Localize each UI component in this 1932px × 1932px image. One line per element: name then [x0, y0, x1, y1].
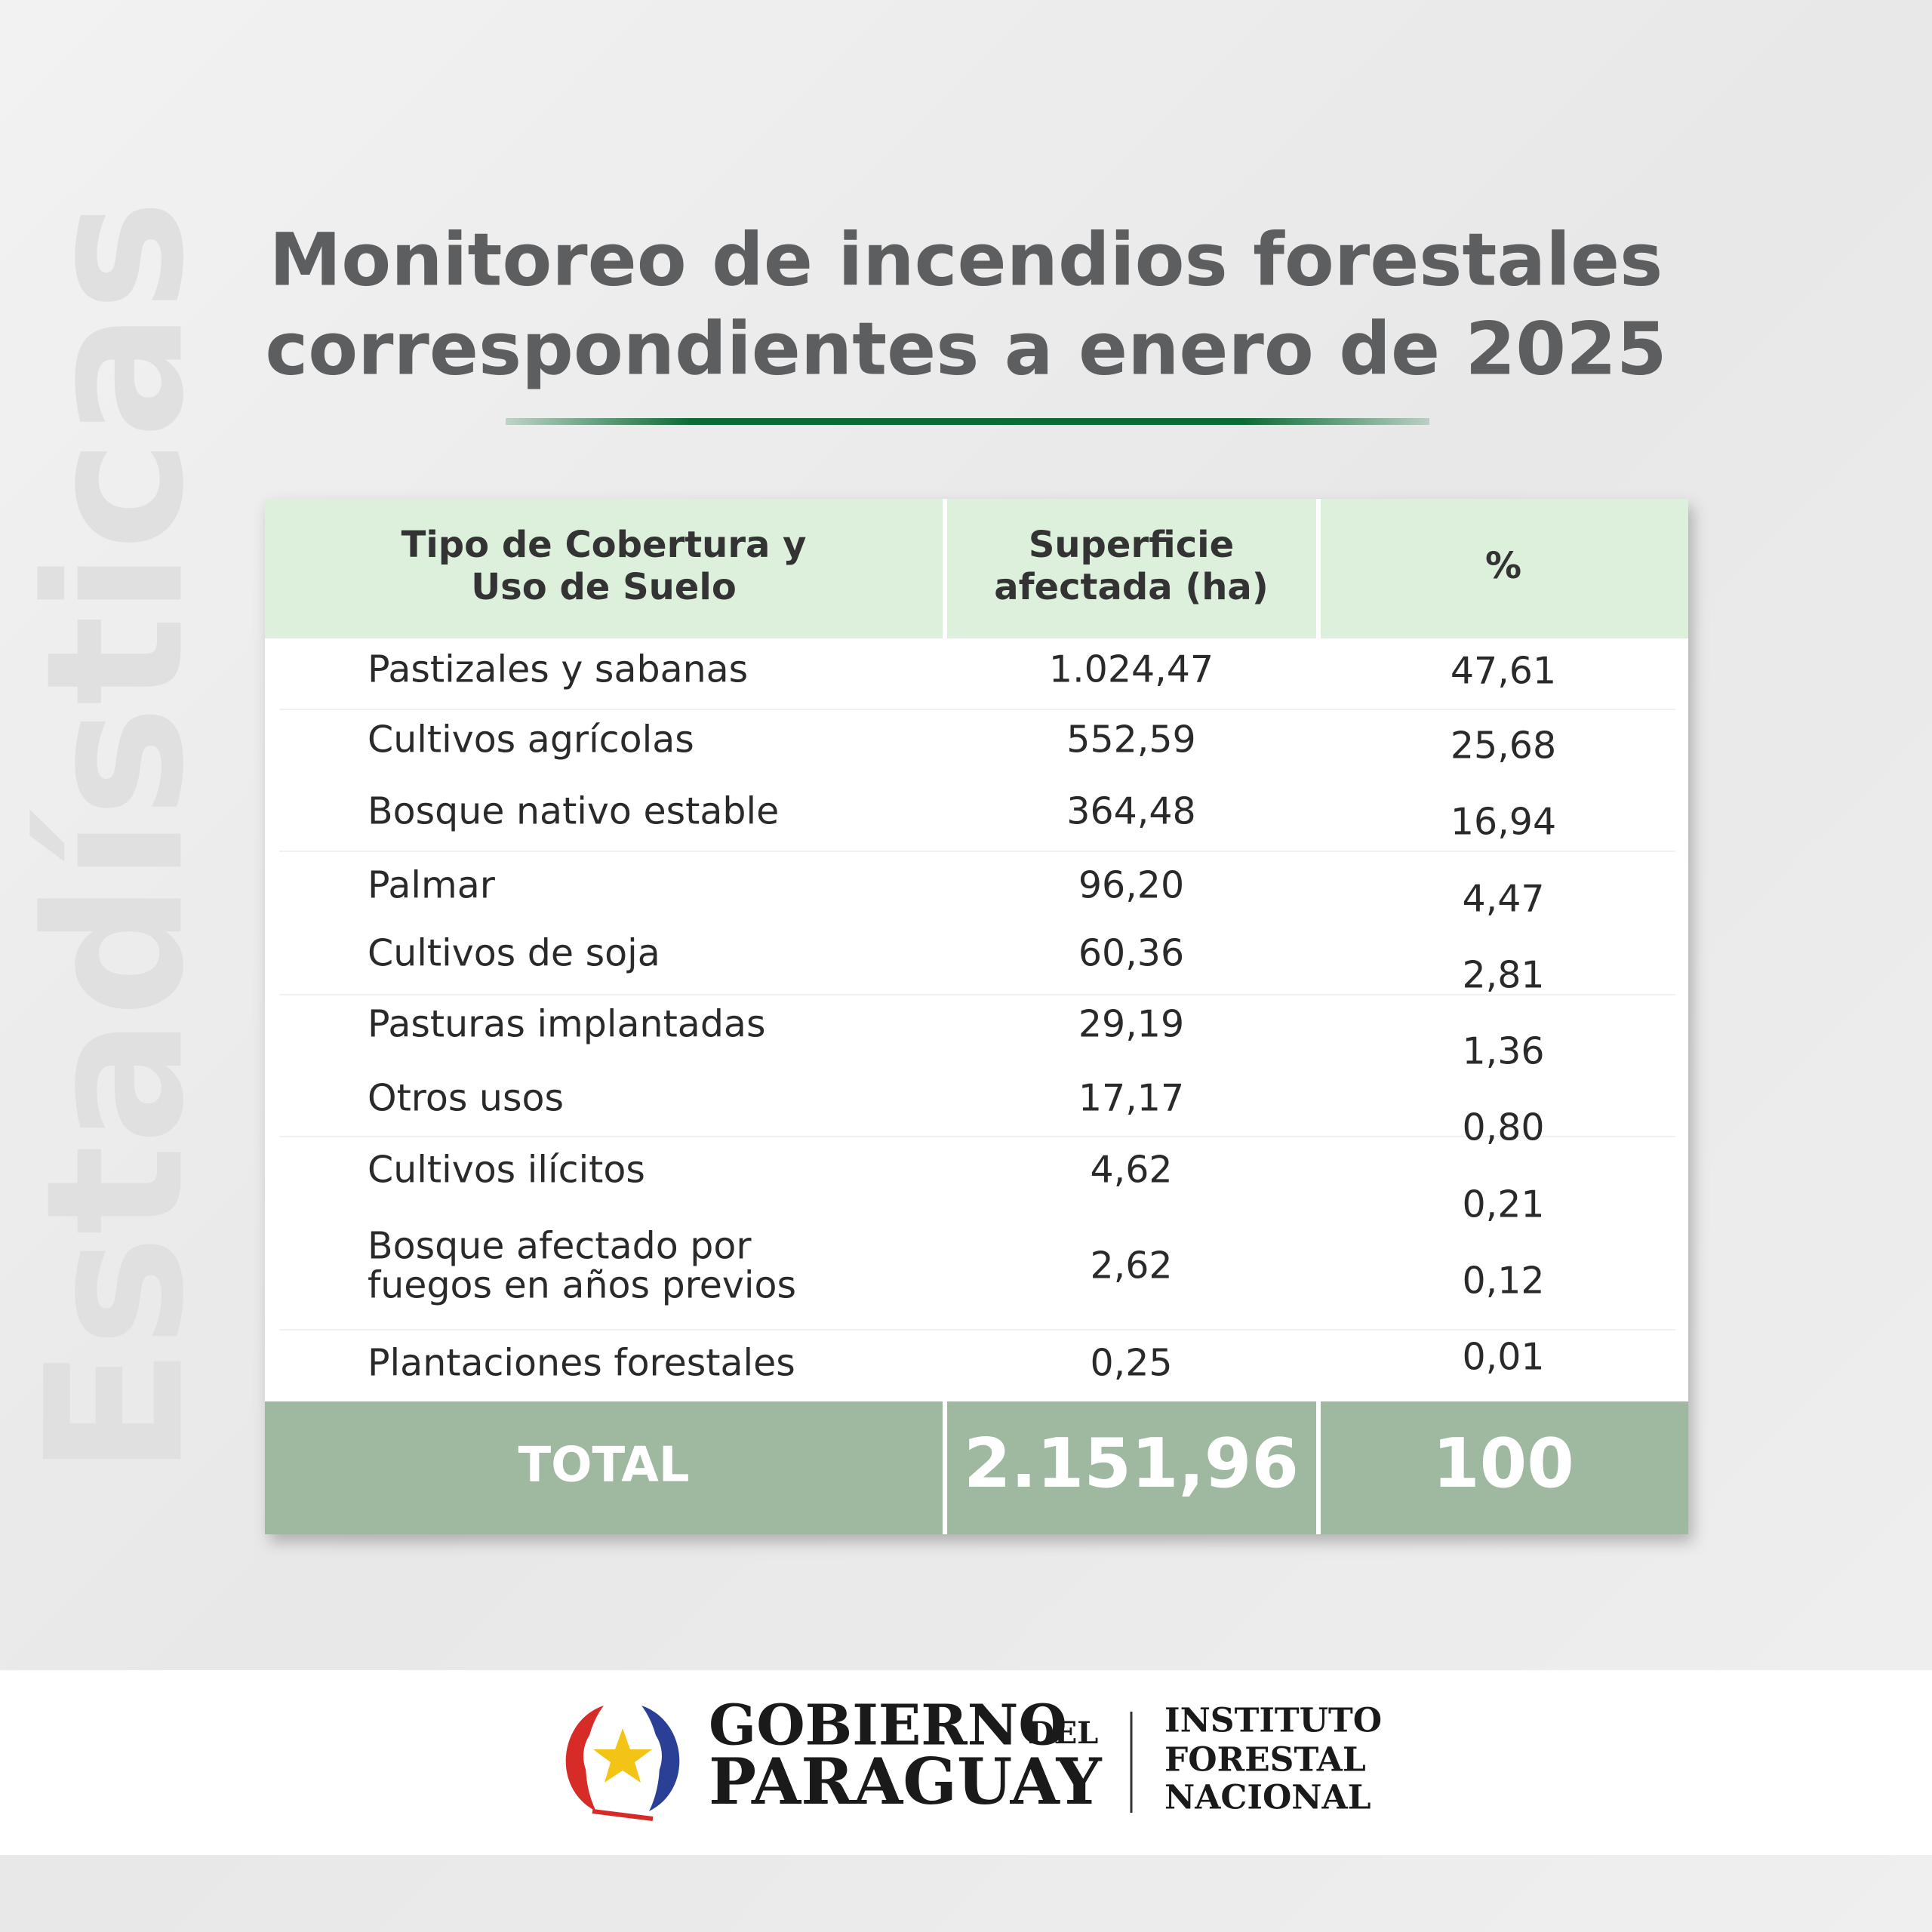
title-line: Monitoreo de incendios forestales — [269, 217, 1663, 302]
row-area: 60,36 — [1078, 932, 1184, 975]
header-cell: afectada (ha) — [994, 566, 1269, 608]
row-area: 552,59 — [1066, 718, 1195, 761]
row-area: 364,48 — [1066, 790, 1195, 833]
row-percent: 0,80 — [1462, 1106, 1544, 1149]
row-percent: 0,21 — [1462, 1183, 1544, 1226]
row-label: Cultivos de soja — [368, 932, 660, 975]
institute-name: INSTITUTO — [1164, 1702, 1382, 1740]
gov-name: GOBIERNO — [709, 1694, 1067, 1758]
header-cell: % — [1485, 545, 1521, 587]
row-percent: 2,81 — [1462, 954, 1544, 997]
row-label: Otros usos — [368, 1077, 564, 1120]
header-cell: Tipo de Cobertura y — [401, 524, 807, 566]
row-percent: 1,36 — [1462, 1030, 1544, 1073]
row-label: Pasturas implantadas — [368, 1003, 766, 1046]
row-label: Cultivos ilícitos — [368, 1149, 645, 1192]
row-area: 17,17 — [1078, 1077, 1184, 1120]
side-label: Estadísticas — [5, 199, 225, 1476]
row-separators — [279, 709, 1675, 1331]
row-label: Pastizales y sabanas — [368, 648, 748, 691]
row-area: 4,62 — [1090, 1149, 1172, 1192]
row-label: Bosque nativo estable — [368, 790, 779, 833]
footer-band — [0, 1670, 1932, 1855]
institute-name: NACIONAL — [1164, 1779, 1371, 1817]
row-area: 96,20 — [1078, 864, 1184, 907]
row-percent: 4,47 — [1462, 878, 1544, 921]
table-header-bg — [265, 499, 1688, 638]
row-area: 1.024,47 — [1049, 648, 1214, 691]
total-cell: 100 — [1432, 1424, 1574, 1503]
total-cell: 2.151,96 — [964, 1424, 1299, 1503]
row-label: fuegos en años previos — [368, 1264, 796, 1307]
row-area: 0,25 — [1090, 1342, 1172, 1385]
table-body — [265, 499, 1688, 1534]
header-cell: Superficie — [1029, 524, 1234, 566]
emblem — [565, 1706, 680, 1821]
row-area: 2,62 — [1090, 1244, 1172, 1287]
row-label: Palmar — [368, 864, 496, 907]
title-rule — [506, 418, 1429, 425]
total-cell: TOTAL — [518, 1438, 689, 1494]
table-total-bg — [265, 1401, 1688, 1534]
row-percent: 47,61 — [1451, 650, 1556, 693]
column-dividers — [943, 499, 1321, 1534]
row-label: Bosque afectado por — [368, 1225, 752, 1268]
ribbon — [592, 1809, 654, 1821]
star — [593, 1728, 652, 1783]
row-percent: 0,12 — [1462, 1260, 1544, 1303]
row-percent: 16,94 — [1451, 801, 1556, 844]
header-cell: Uso de Suelo — [471, 566, 737, 608]
row-label: Plantaciones forestales — [368, 1342, 795, 1385]
row-area: 29,19 — [1078, 1003, 1184, 1046]
row-label: Cultivos agrícolas — [368, 718, 694, 761]
row-percent: 25,68 — [1451, 724, 1556, 768]
gov-name: PARAGUAY — [709, 1744, 1103, 1819]
table-box — [265, 499, 1688, 1534]
row-percent: 0,01 — [1462, 1336, 1544, 1379]
gov-name: DEL — [1028, 1715, 1098, 1751]
institute-name: FORESTAL — [1164, 1741, 1366, 1780]
title-line: correspondientes a enero de 2025 — [265, 306, 1666, 391]
